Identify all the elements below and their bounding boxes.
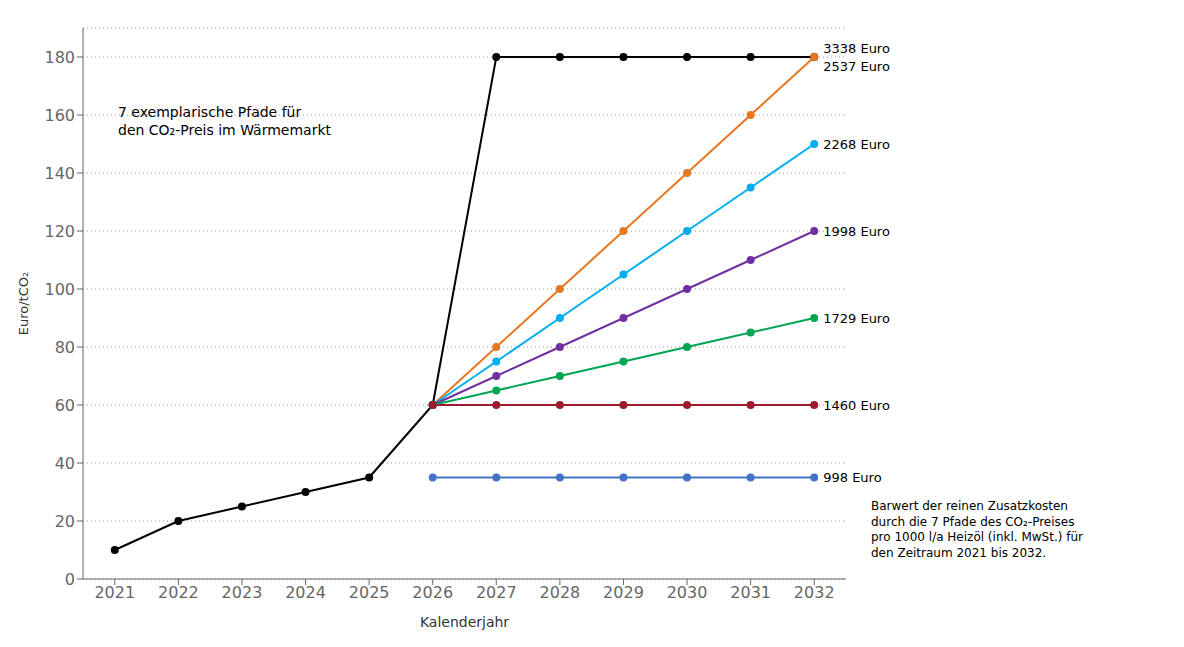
svg-text:160: 160 [44, 106, 75, 125]
svg-text:60: 60 [55, 396, 75, 415]
svg-text:2024: 2024 [285, 583, 326, 602]
svg-text:2023: 2023 [222, 583, 263, 602]
svg-text:2026: 2026 [412, 583, 453, 602]
html-text:7 exemplarische Pfade für den: 7 exemplarische Pfade für den CO₂-Preis … [118, 104, 331, 139]
svg-text:2029: 2029 [603, 583, 644, 602]
svg-text:2021: 2021 [94, 583, 135, 602]
svg-text:2268 Euro: 2268 Euro [823, 137, 890, 152]
svg-text:100: 100 [44, 280, 75, 299]
svg-text:2022: 2022 [158, 583, 199, 602]
svg-text:998 Euro: 998 Euro [823, 470, 881, 485]
svg-text:2025: 2025 [349, 583, 390, 602]
svg-text:1729 Euro: 1729 Euro [823, 311, 890, 326]
svg-text:2027: 2027 [476, 583, 517, 602]
html-text:Barwert der reinen Zusatzkoste: Barwert der reinen Zusatzkosten durch di… [871, 499, 1083, 560]
svg-text:2028: 2028 [540, 583, 581, 602]
svg-text:2032: 2032 [794, 583, 835, 602]
svg-text:2537 Euro: 2537 Euro [823, 59, 890, 74]
svg-text:120: 120 [44, 222, 75, 241]
svg-text:Euro/tCO₂: Euro/tCO₂ [16, 272, 31, 335]
svg-text:80: 80 [55, 338, 75, 357]
svg-text:1460 Euro: 1460 Euro [823, 398, 890, 413]
svg-text:2030: 2030 [667, 583, 708, 602]
svg-text:180: 180 [44, 48, 75, 67]
svg-text:Kalenderjahr: Kalenderjahr [420, 614, 509, 630]
svg-text:3338 Euro: 3338 Euro [823, 41, 890, 56]
svg-text:0: 0 [65, 570, 75, 589]
svg-text:40: 40 [55, 454, 75, 473]
svg-text:1998 Euro: 1998 Euro [823, 224, 890, 239]
svg-text:2031: 2031 [730, 583, 771, 602]
svg-text:140: 140 [44, 164, 75, 183]
svg-text:20: 20 [55, 512, 75, 531]
